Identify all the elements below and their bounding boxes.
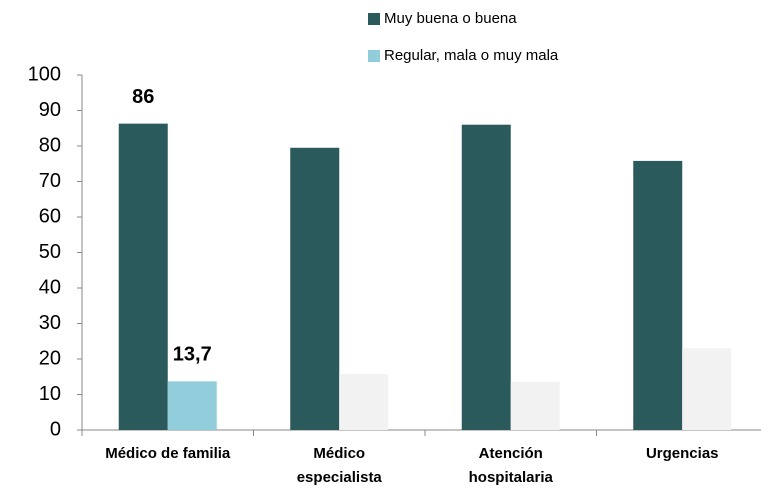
x-tick-label: Atención hospitalaria [468, 445, 553, 486]
data-label: 13,7 [173, 344, 212, 366]
y-tick-label: 10 [39, 383, 61, 405]
y-tick-label: 0 [50, 418, 61, 440]
y-tick-label: 80 [39, 134, 61, 156]
data-label: 86 [132, 86, 154, 108]
y-tick-label: 90 [39, 99, 61, 121]
legend-swatch [368, 50, 380, 62]
y-tick-label: 100 [28, 63, 61, 85]
legend-label: Regular, mala o muy mala [384, 47, 559, 64]
x-tick-label: Médico especialista [296, 445, 382, 486]
bar [290, 147, 340, 430]
bar [339, 373, 389, 430]
y-tick-label: 50 [39, 241, 61, 263]
y-tick-label: 30 [39, 312, 61, 334]
bar [118, 123, 168, 430]
y-tick-label: 40 [39, 276, 61, 298]
legend-swatch [368, 13, 380, 25]
bar [167, 381, 217, 430]
bar [510, 381, 560, 430]
y-tick-label: 70 [39, 170, 61, 192]
x-tick-label: Urgencias [645, 445, 719, 462]
bar [461, 124, 511, 430]
bar [682, 348, 732, 430]
x-tick-label: Médico de familia [105, 445, 231, 462]
legend-label: Muy buena o buena [384, 10, 517, 27]
y-tick-label: 60 [39, 205, 61, 227]
y-tick-label: 20 [39, 347, 61, 369]
bar [633, 160, 683, 430]
